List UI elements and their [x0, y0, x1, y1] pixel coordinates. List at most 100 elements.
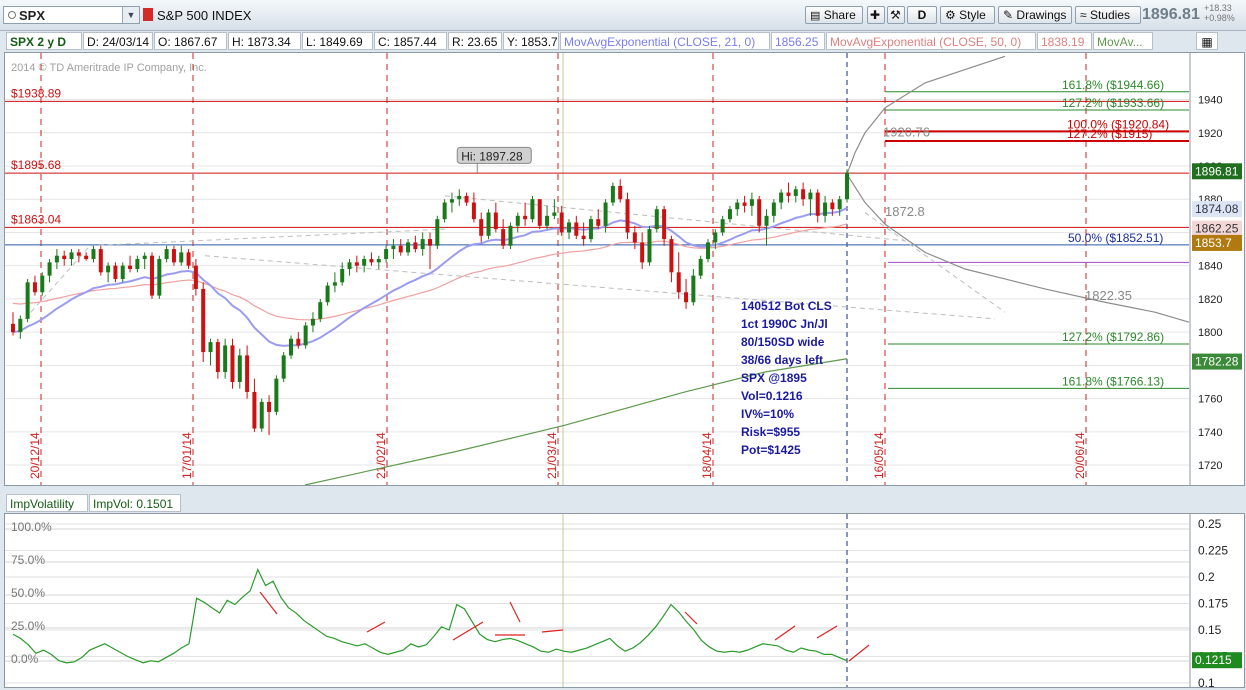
price-chart[interactable]: 2014 © TD Ameritrade IP Company, Inc. 172…: [5, 53, 1244, 486]
iv-trend-segment: [816, 625, 838, 639]
trade-note-line: Vol=0.1216: [741, 389, 803, 403]
legend-open: O: 1867.67: [154, 32, 227, 50]
candle-body: [493, 212, 498, 230]
candle-body: [376, 259, 381, 263]
projection-label: 1872.8: [885, 204, 925, 219]
candle-body: [32, 282, 37, 293]
candle-body: [684, 292, 689, 303]
candle-body: [793, 189, 798, 196]
candle-body: [479, 219, 484, 236]
x-date-label: 16/05/14: [872, 432, 886, 479]
legend-ema21-label[interactable]: MovAvgExponential (CLOSE, 21, 0): [560, 32, 770, 50]
candle-body: [735, 202, 740, 210]
x-date-label: 21/03/14: [545, 432, 559, 479]
pan-tool-button[interactable]: ⚒: [887, 6, 905, 24]
iv-y-tick-label: 0.2: [1198, 570, 1215, 584]
share-label: Share: [823, 8, 856, 22]
symbol-input[interactable]: SPX: [19, 8, 46, 23]
legend-date: D: 24/03/14: [83, 32, 153, 50]
legend-range: R: 23.65: [448, 32, 502, 50]
candle-body: [157, 259, 162, 296]
symbol-selector[interactable]: SPX ▼: [3, 6, 140, 24]
flag-icon[interactable]: [143, 8, 153, 21]
trendline: [204, 255, 996, 320]
legend-close: C: 1857.44: [374, 32, 447, 50]
y-tick-label: 1720: [1198, 460, 1222, 472]
candle-body: [486, 212, 491, 236]
iv-chart[interactable]: 0.10.1250.150.1750.20.2250.25100.0%75.0%…: [5, 514, 1244, 690]
candle-body: [581, 235, 586, 240]
fib-level-label: 127.2% ($1933.66): [1062, 96, 1164, 110]
price-level-label: $1895.68: [11, 158, 61, 172]
index-name: S&P 500 INDEX: [157, 8, 252, 23]
trade-note-line: Pot=$1425: [741, 443, 801, 457]
candle-body: [135, 259, 140, 269]
candle-body: [179, 252, 184, 263]
candle-body: [128, 265, 133, 269]
style-button[interactable]: ⚙ Style: [940, 6, 995, 24]
candle-body: [347, 262, 352, 269]
candle-body: [18, 318, 23, 333]
candle-body: [508, 225, 513, 246]
share-button[interactable]: ▤ Share: [805, 6, 863, 24]
legend-ema50-label[interactable]: MovAvgExponential (CLOSE, 50, 0): [826, 32, 1036, 50]
candle-body: [84, 255, 89, 260]
trade-note-line: 140512 Bot CLS: [741, 299, 832, 313]
candle-body: [91, 249, 96, 260]
candle-body: [435, 219, 440, 246]
candle-body: [98, 249, 103, 273]
price-tag-label: 1853.7: [1195, 236, 1232, 250]
price-tag-box: [1192, 201, 1242, 218]
candle-body: [230, 345, 235, 382]
candle-body: [662, 209, 667, 240]
timeframe-d-button[interactable]: D: [907, 6, 937, 24]
iv-plot-area: [5, 514, 1189, 687]
legend-y: Y: 1853.7: [503, 32, 559, 50]
iv-legend-value: ImpVol: 0.1501: [89, 494, 181, 512]
legend-ma3-label[interactable]: MovAv...: [1093, 32, 1153, 50]
iv-trend-segment: [366, 621, 386, 633]
candle-body: [757, 199, 762, 226]
candle-body: [691, 275, 696, 303]
candle-body: [442, 202, 447, 220]
trade-note-line: Risk=$955: [741, 425, 800, 439]
candle-body: [40, 275, 45, 293]
candle-body: [771, 202, 776, 216]
candle-body: [603, 202, 608, 226]
trade-note-line: 38/66 days left: [741, 353, 823, 367]
iv-trend-segment: [509, 601, 521, 623]
legend-low: L: 1849.69: [302, 32, 373, 50]
price-legend: SPX 2 y D D: 24/03/14 O: 1867.67 H: 1873…: [6, 32, 1218, 50]
style-label: Style: [959, 8, 986, 22]
candle-body: [632, 232, 637, 243]
studies-button[interactable]: ≈ Studies: [1075, 6, 1141, 24]
iv-trend-segment: [259, 591, 278, 615]
candle-body: [742, 202, 747, 206]
candle-body: [530, 199, 535, 220]
price-tag-label: 1874.08: [1195, 202, 1239, 216]
projection-label: 1920.76: [883, 124, 930, 139]
candle-body: [318, 302, 323, 319]
candle-body: [208, 342, 213, 353]
price-panel: 2014 © TD Ameritrade IP Company, Inc. 172…: [4, 52, 1245, 486]
crosshair-tool-button[interactable]: ✚: [867, 6, 885, 24]
iv-y-tick-label: 0.25: [1198, 517, 1222, 531]
candle-body: [830, 202, 835, 210]
candle-body: [398, 245, 403, 253]
y-tick-label: 1760: [1198, 394, 1222, 406]
drawings-button[interactable]: ✎ Drawings: [998, 6, 1072, 24]
y-tick-label: 1820: [1198, 294, 1222, 306]
legend-timeframe[interactable]: SPX 2 y D: [6, 32, 82, 50]
candle-body: [252, 391, 257, 429]
iv-y-tick-label: 0.175: [1198, 597, 1228, 611]
iv-last-tag-label: 0.1215: [1195, 653, 1232, 667]
iv-panel: 0.10.1250.150.1750.20.2250.25100.0%75.0%…: [4, 513, 1245, 690]
x-date-label: 17/01/14: [180, 432, 194, 479]
chart-settings-button[interactable]: ▦: [1196, 32, 1218, 50]
chevron-down-icon[interactable]: ▼: [122, 7, 139, 23]
candle-body: [428, 239, 432, 246]
iv-legend-name[interactable]: ImpVolatility: [6, 494, 88, 512]
candle-body: [449, 199, 454, 203]
iv-y-tick-label: 0.15: [1198, 623, 1222, 637]
studies-icon: ≈: [1080, 8, 1087, 22]
